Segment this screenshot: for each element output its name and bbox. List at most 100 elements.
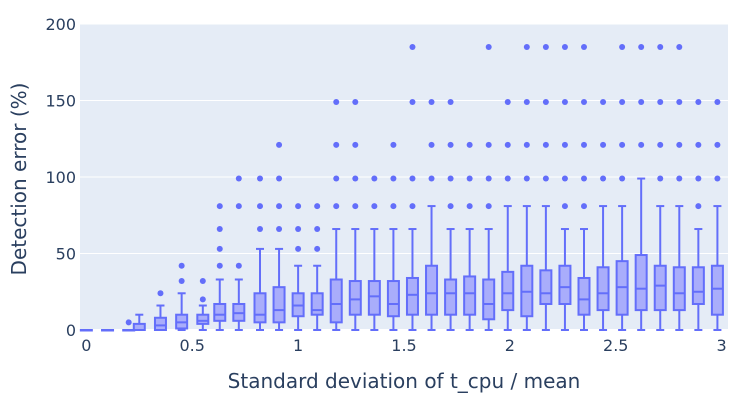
box-group	[558, 43, 572, 331]
outlier-point	[199, 296, 206, 303]
outlier-point	[600, 175, 607, 182]
outlier-point	[714, 99, 721, 106]
box-group	[691, 99, 705, 331]
outlier-point	[504, 141, 511, 148]
outlier-point	[466, 175, 473, 182]
outlier-point	[276, 175, 283, 182]
outlier-point	[581, 141, 587, 148]
outlier-point	[235, 262, 242, 269]
box	[596, 266, 610, 312]
outlier-point	[542, 175, 549, 182]
outlier-point	[561, 175, 568, 182]
box-group	[634, 43, 648, 331]
outlier-point	[561, 99, 568, 106]
outlier-point	[216, 262, 223, 269]
box-group	[310, 203, 324, 331]
outlier-point	[314, 226, 321, 233]
outlier-point	[157, 290, 164, 297]
outlier-point	[390, 175, 397, 182]
outlier-point	[428, 99, 435, 106]
outlier-point	[295, 226, 302, 233]
y-tick-label: 150	[45, 92, 76, 111]
outlier-point	[409, 43, 416, 50]
box-group	[463, 141, 477, 331]
box-group	[501, 99, 515, 331]
box	[501, 270, 515, 312]
box-group	[672, 43, 686, 331]
outlier-point	[600, 99, 607, 106]
box-group	[132, 313, 146, 332]
outlier-point	[581, 175, 587, 182]
outlier-point	[657, 43, 664, 50]
y-axis-title: Detection error (%)	[7, 83, 31, 276]
outlier-point	[352, 141, 359, 148]
outlier-point	[523, 175, 530, 182]
box-group	[253, 175, 267, 331]
box	[196, 313, 210, 325]
outlier-point	[676, 43, 683, 50]
y-axis-ticks: 0 50 100 150 200	[45, 15, 76, 340]
outlier-point	[314, 203, 321, 210]
outlier-point	[276, 141, 283, 148]
outlier-point	[638, 141, 645, 148]
box	[558, 264, 572, 305]
outlier-point	[485, 43, 492, 50]
box	[253, 292, 267, 324]
outlier-point	[676, 175, 683, 182]
box	[348, 280, 362, 316]
outlier-point	[333, 175, 340, 182]
outlier-point	[561, 141, 568, 148]
box	[329, 278, 343, 324]
outlier-point	[638, 43, 645, 50]
box-group	[153, 290, 167, 332]
outlier-point	[178, 278, 185, 285]
box-group	[101, 329, 115, 332]
box-group	[577, 43, 591, 331]
outlier-point	[409, 203, 416, 210]
y-tick-label: 200	[45, 15, 76, 34]
outlier-point	[295, 203, 302, 210]
outlier-point	[619, 141, 626, 148]
outlier-point	[485, 141, 492, 148]
outlier-point	[371, 175, 378, 182]
outlier-point	[561, 203, 568, 210]
outlier-point	[178, 262, 185, 269]
outlier-point	[390, 203, 397, 210]
box-group	[272, 141, 286, 331]
box	[386, 280, 400, 318]
outlier-point	[542, 43, 549, 50]
outlier-point	[352, 99, 359, 106]
box-group	[444, 99, 458, 331]
box-group	[213, 203, 227, 331]
outlier-point	[428, 175, 435, 182]
box-group	[367, 175, 381, 331]
y-tick-label: 50	[56, 245, 76, 264]
box	[691, 266, 705, 305]
outlier-point	[657, 99, 664, 106]
outlier-point	[619, 175, 626, 182]
box	[272, 286, 286, 324]
outlier-point	[657, 175, 664, 182]
outlier-point	[523, 99, 530, 106]
box	[213, 302, 227, 322]
box-group	[291, 203, 305, 331]
outlier-point	[504, 175, 511, 182]
outlier-point	[390, 141, 397, 148]
outlier-point	[333, 141, 340, 148]
outlier-point	[466, 141, 473, 148]
x-tick-label: 1.5	[391, 336, 416, 355]
outlier-point	[125, 319, 132, 326]
outlier-point	[695, 175, 702, 182]
outlier-point	[216, 203, 223, 210]
outlier-point	[523, 43, 530, 50]
box	[672, 266, 686, 312]
box	[653, 264, 667, 312]
x-tick-label: 0	[81, 336, 91, 355]
outlier-point	[581, 43, 587, 50]
box	[577, 276, 591, 316]
outlier-point	[695, 141, 702, 148]
outlier-point	[199, 278, 206, 285]
outlier-point	[352, 175, 359, 182]
outlier-point	[447, 141, 454, 148]
outlier-point	[257, 203, 263, 210]
